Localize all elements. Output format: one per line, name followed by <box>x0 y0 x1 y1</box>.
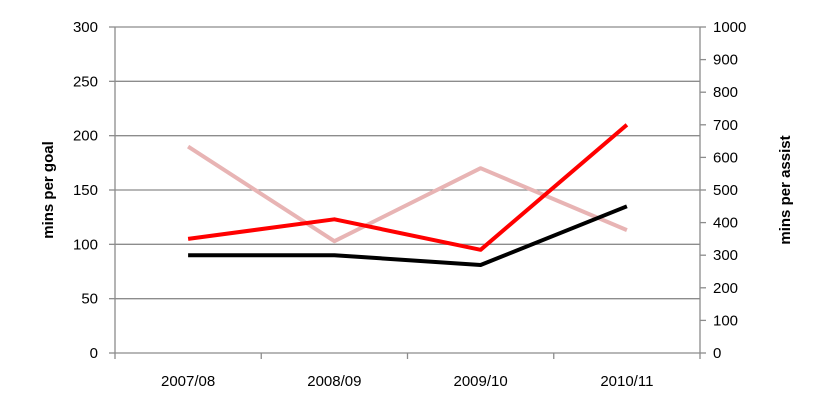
y-tick-label-left: 100 <box>73 236 98 253</box>
x-tick-label: 2007/08 <box>161 373 215 390</box>
y-tick-label-left: 200 <box>73 128 98 145</box>
y-tick-label-left: 300 <box>73 19 98 36</box>
y-tick-label-right: 500 <box>713 182 738 199</box>
x-tick-label: 2008/09 <box>307 373 361 390</box>
y-tick-label-right: 300 <box>713 247 738 264</box>
y-axis-title-right: mins per assist <box>777 135 794 244</box>
y-tick-label-right: 900 <box>713 52 738 69</box>
axes <box>109 26 706 359</box>
y-tick-label-right: 400 <box>713 215 738 232</box>
series-line <box>188 204 628 267</box>
series-lines <box>187 123 629 267</box>
y-tick-label-left: 0 <box>90 345 98 362</box>
x-tick-label: 2010/11 <box>600 373 653 390</box>
gridlines <box>115 26 700 300</box>
y-tick-label-right: 700 <box>713 117 738 134</box>
series-line <box>187 144 628 244</box>
y-tick-label-right: 800 <box>713 84 738 101</box>
y-tick-label-right: 0 <box>713 345 721 362</box>
y-tick-label-left: 150 <box>73 182 98 199</box>
y-tick-label-left: 50 <box>81 291 98 308</box>
y-tick-label-right: 200 <box>713 280 738 297</box>
tick-labels: 0 50 100 150 200 250 300 0 100 200 300 400 500 600 700… <box>73 19 746 390</box>
y-tick-label-left: 250 <box>73 73 98 90</box>
y-tick-label-right: 100 <box>713 312 738 329</box>
y-tick-label-right: 1000 <box>713 19 746 36</box>
x-tick-label: 2009/10 <box>454 373 508 390</box>
y-tick-label-right: 600 <box>713 149 738 166</box>
series-line <box>187 123 629 252</box>
y-axis-title-left: mins per goal <box>40 141 57 239</box>
